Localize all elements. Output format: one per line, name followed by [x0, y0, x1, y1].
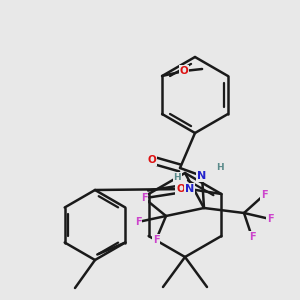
Text: F: F: [249, 232, 255, 242]
Text: F: F: [267, 214, 273, 224]
Text: O: O: [180, 66, 188, 76]
Text: F: F: [153, 235, 159, 245]
Text: F: F: [135, 217, 141, 227]
Text: N: N: [185, 184, 194, 194]
Text: F: F: [261, 190, 267, 200]
Text: H: H: [174, 172, 181, 182]
Text: N: N: [197, 171, 207, 181]
Text: N: N: [185, 184, 194, 194]
Text: O: O: [148, 155, 156, 165]
Text: O: O: [176, 184, 185, 194]
Text: F: F: [249, 232, 255, 242]
Text: N: N: [197, 171, 207, 181]
Text: F: F: [261, 190, 267, 200]
Text: F: F: [135, 217, 141, 227]
Text: F: F: [141, 193, 147, 203]
Text: O: O: [148, 155, 156, 165]
Text: F: F: [141, 193, 147, 203]
Text: H: H: [216, 164, 224, 172]
Text: O: O: [180, 66, 188, 76]
Text: H: H: [174, 172, 181, 182]
Text: F: F: [267, 214, 273, 224]
Text: O: O: [176, 184, 185, 194]
Text: F: F: [153, 235, 159, 245]
Text: H: H: [216, 164, 224, 172]
